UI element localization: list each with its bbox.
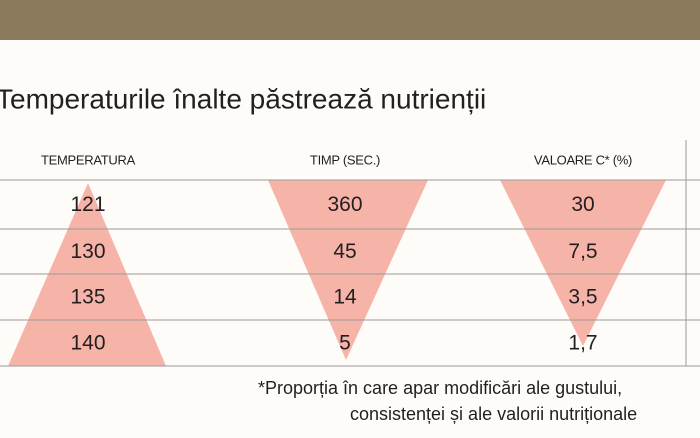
- table-cell: 30: [571, 193, 594, 216]
- triangle-down: [268, 180, 428, 360]
- top-bar: [0, 0, 700, 40]
- table-cell: 121: [70, 193, 105, 216]
- table-cell: 14: [333, 286, 357, 309]
- triangle-down: [500, 180, 666, 346]
- table-cell: 135: [70, 286, 105, 309]
- table: TEMPERATURA TIMP (SEC.) VALOARE C* (%) 121 3…: [41, 152, 632, 354]
- table-cell: 3,5: [568, 286, 597, 309]
- table-cell: 5: [339, 332, 351, 355]
- table-cell: 130: [70, 240, 105, 263]
- table-cell: 140: [70, 332, 105, 355]
- table-cell: 1,7: [568, 332, 597, 355]
- table-cell: 7,5: [568, 240, 597, 263]
- title: Temperaturile înalte păstrează nutrienți…: [0, 83, 486, 114]
- column-header: TEMPERATURA: [41, 152, 136, 167]
- footnote: consistenței și ale valorii nutriționale: [350, 404, 637, 424]
- footnote: *Proporția în care apar modificări ale g…: [258, 378, 622, 398]
- table-cell: 360: [327, 193, 362, 216]
- table-cell: 45: [333, 240, 356, 263]
- column-header: VALOARE C* (%): [534, 152, 632, 167]
- column-header: TIMP (SEC.): [310, 152, 380, 167]
- table-lines: [0, 140, 700, 367]
